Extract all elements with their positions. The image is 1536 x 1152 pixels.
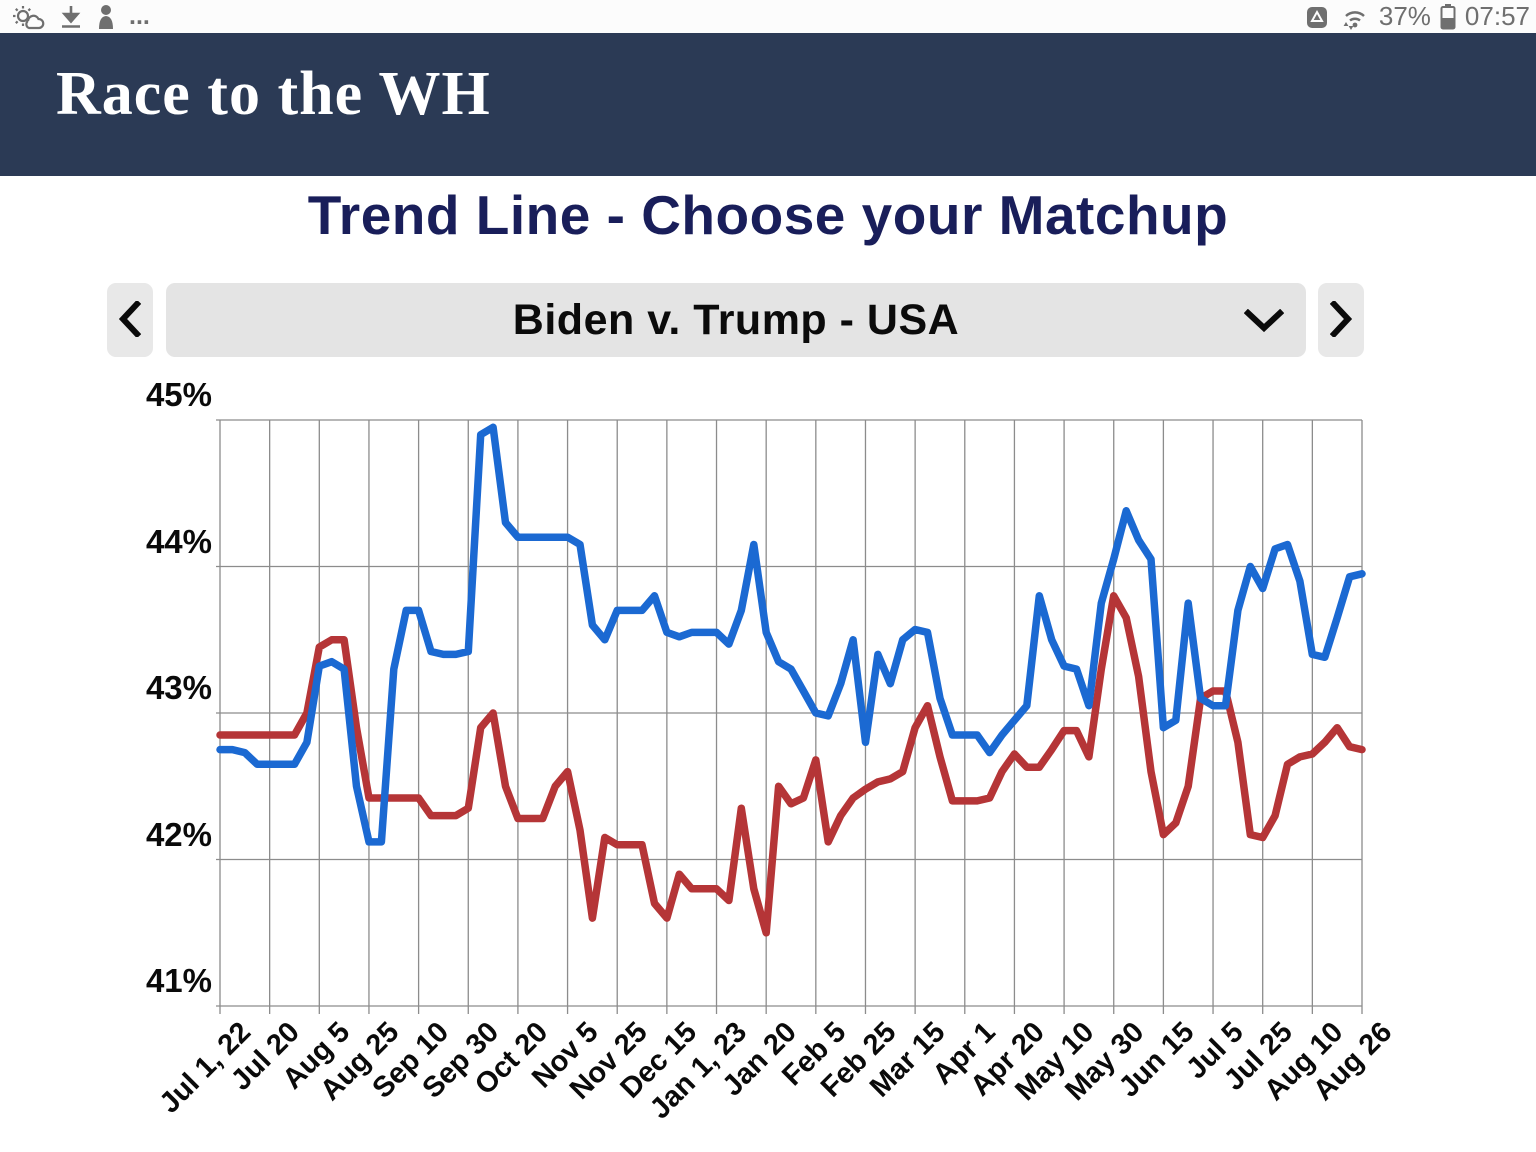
y-axis-label: 45% xyxy=(145,376,212,413)
download-icon xyxy=(59,4,83,30)
page-title: Trend Line - Choose your Matchup xyxy=(307,184,1229,246)
weather-sun-cloud-icon xyxy=(12,4,46,30)
y-axis-label: 44% xyxy=(145,522,212,560)
app-header: Race to the WH xyxy=(0,33,1536,176)
status-bar: ... 37% xyxy=(0,0,1536,33)
battery-percent: 37% xyxy=(1378,1,1431,31)
clock-time: 07:57 xyxy=(1464,1,1530,31)
chevron-left-icon xyxy=(118,299,142,340)
y-axis-label: 43% xyxy=(145,669,212,706)
more-ellipsis: ... xyxy=(129,2,150,30)
y-axis-label: 42% xyxy=(145,815,212,853)
trump-trend-line xyxy=(216,592,1366,937)
chevron-right-icon xyxy=(1329,299,1353,340)
matchup-select[interactable]: Biden v. Trump - USA xyxy=(166,283,1306,357)
person-icon xyxy=(96,4,116,30)
matchup-select-value: Biden v. Trump - USA xyxy=(512,295,960,344)
site-brand[interactable]: Race to the WH xyxy=(56,60,491,128)
biden-trend-line xyxy=(216,423,1366,846)
chevron-down-icon xyxy=(1243,308,1285,338)
next-matchup-button[interactable] xyxy=(1318,283,1364,357)
battery-saver-icon xyxy=(1305,4,1329,30)
wifi-icon xyxy=(1338,4,1370,30)
previous-matchup-button[interactable] xyxy=(107,283,153,357)
battery-icon xyxy=(1440,3,1456,30)
y-axis-label: 41% xyxy=(145,962,212,999)
